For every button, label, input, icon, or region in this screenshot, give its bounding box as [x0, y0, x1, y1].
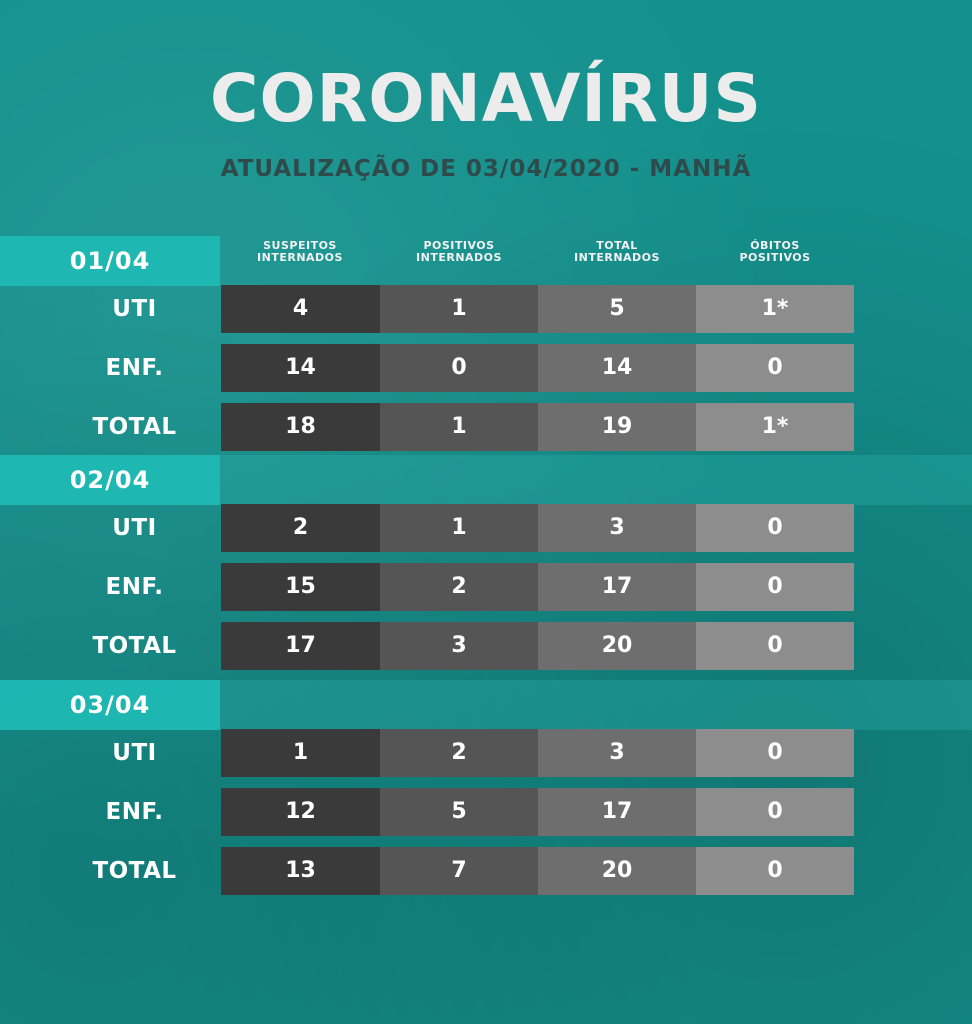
- cell-obitos-positivos: 0: [696, 563, 854, 611]
- cell-suspeitos-internados: 18: [221, 403, 380, 451]
- date-band: 03/04: [0, 680, 972, 730]
- row-label: ENF.: [105, 355, 164, 381]
- cell-suspeitos-internados: 13: [221, 847, 380, 895]
- cell-suspeitos-internados: 12: [221, 788, 380, 836]
- row-label: ENF.: [105, 799, 164, 825]
- date-label: 02/04: [69, 466, 151, 494]
- row-label: UTI: [112, 296, 157, 322]
- cell-suspeitos-internados: 1: [221, 729, 380, 777]
- cell-positivos-internados: 2: [380, 729, 538, 777]
- cell-obitos-positivos: 0: [696, 847, 854, 895]
- update-subtitle: ATUALIZAÇÃO DE 03/04/2020 - MANHÃ: [220, 156, 752, 182]
- date-band: 01/04: [0, 236, 972, 286]
- cell-positivos-internados: 1: [380, 285, 538, 333]
- cell-obitos-positivos: 1*: [696, 403, 854, 451]
- cell-obitos-positivos: 0: [696, 622, 854, 670]
- cell-obitos-positivos: 0: [696, 504, 854, 552]
- cell-total-internados: 17: [538, 563, 696, 611]
- cell-positivos-internados: 1: [380, 504, 538, 552]
- row-label: UTI: [112, 740, 157, 766]
- cell-obitos-positivos: 0: [696, 729, 854, 777]
- cell-obitos-positivos: 1*: [696, 285, 854, 333]
- cell-positivos-internados: 0: [380, 344, 538, 392]
- cell-obitos-positivos: 0: [696, 788, 854, 836]
- row-label: ENF.: [105, 574, 164, 600]
- cell-total-internados: 20: [538, 847, 696, 895]
- cell-positivos-internados: 1: [380, 403, 538, 451]
- row-label: TOTAL: [92, 858, 177, 884]
- date-label: 01/04: [69, 247, 151, 275]
- cell-suspeitos-internados: 2: [221, 504, 380, 552]
- cell-positivos-internados: 5: [380, 788, 538, 836]
- cell-suspeitos-internados: 15: [221, 563, 380, 611]
- cell-total-internados: 14: [538, 344, 696, 392]
- page-title: CORONAVÍRUS: [210, 60, 762, 137]
- cell-total-internados: 17: [538, 788, 696, 836]
- cell-total-internados: 3: [538, 729, 696, 777]
- cell-positivos-internados: 7: [380, 847, 538, 895]
- row-label: UTI: [112, 515, 157, 541]
- cell-obitos-positivos: 0: [696, 344, 854, 392]
- cell-total-internados: 5: [538, 285, 696, 333]
- cell-positivos-internados: 3: [380, 622, 538, 670]
- cell-total-internados: 20: [538, 622, 696, 670]
- cell-total-internados: 3: [538, 504, 696, 552]
- cell-suspeitos-internados: 14: [221, 344, 380, 392]
- cell-total-internados: 19: [538, 403, 696, 451]
- row-label: TOTAL: [92, 633, 177, 659]
- date-band: 02/04: [0, 455, 972, 505]
- cell-suspeitos-internados: 17: [221, 622, 380, 670]
- date-label: 03/04: [69, 691, 151, 719]
- cell-suspeitos-internados: 4: [221, 285, 380, 333]
- row-label: TOTAL: [92, 414, 177, 440]
- cell-positivos-internados: 2: [380, 563, 538, 611]
